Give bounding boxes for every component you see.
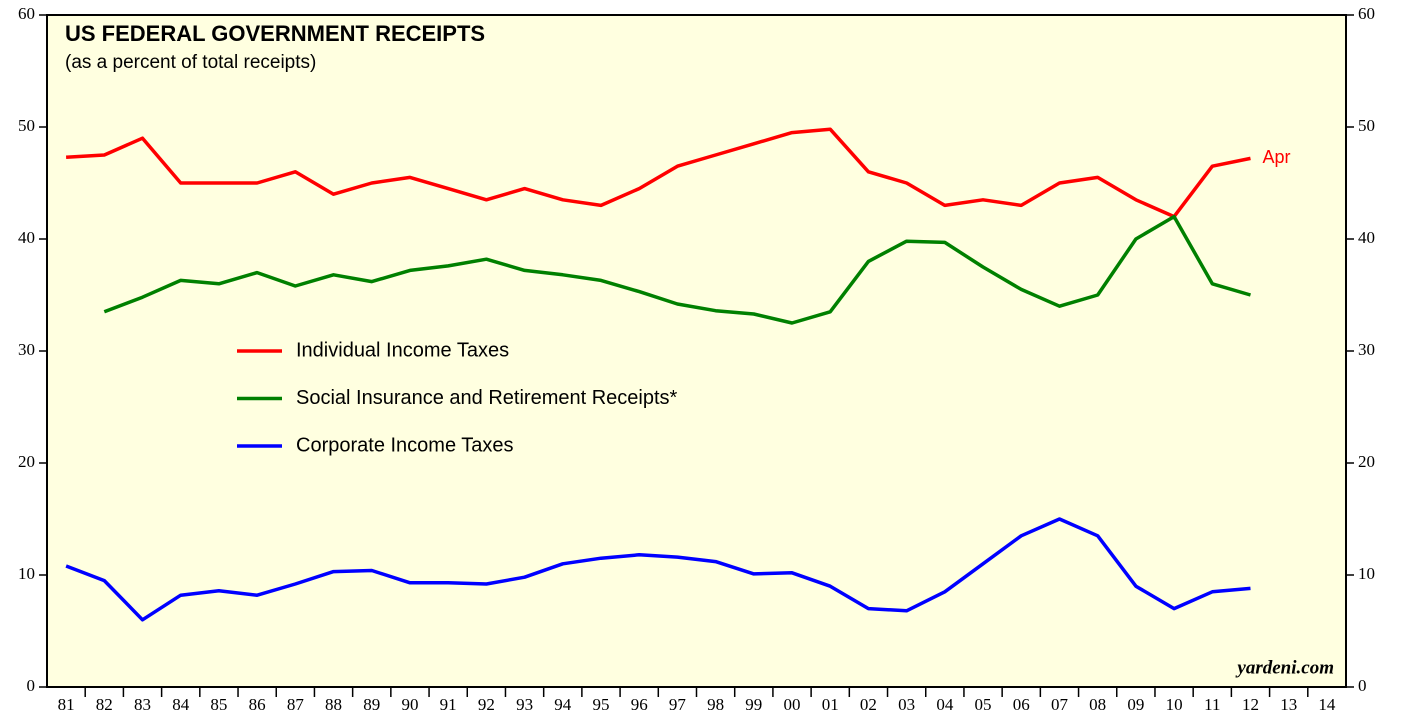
chart-subtitle: (as a percent of total receipts): [65, 52, 316, 73]
source: yardeni.com: [1235, 657, 1334, 678]
x-tick-label: 96: [631, 695, 648, 714]
x-tick-label: 84: [172, 695, 190, 714]
y2-tick-label: 10: [1358, 564, 1375, 583]
series-line: [65, 517, 1251, 622]
y-tick-label: 30: [18, 340, 35, 359]
y2-tick-label: 20: [1358, 452, 1375, 471]
x-tick-label: 05: [975, 695, 992, 714]
y-tick-label: 10: [18, 564, 35, 583]
series-line: [65, 127, 1251, 219]
y2-tick-label: 60: [1358, 4, 1375, 23]
x-tick-label: 14: [1318, 695, 1336, 714]
x-tick-label: 07: [1051, 695, 1069, 714]
y-tick-label: 60: [18, 4, 35, 23]
series-line: [103, 214, 1251, 325]
x-tick-label: 81: [58, 695, 75, 714]
x-tick-label: 12: [1242, 695, 1259, 714]
x-tick-label: 86: [249, 695, 266, 714]
x-tick-label: 08: [1089, 695, 1106, 714]
legend-label: Social Insurance and Retirement Receipts…: [296, 387, 678, 409]
x-tick-label: 94: [554, 695, 572, 714]
x-tick-label: 87: [287, 695, 305, 714]
y2-tick-label: 0: [1358, 676, 1367, 695]
y-tick-label: 50: [18, 116, 35, 135]
x-tick-label: 89: [363, 695, 380, 714]
x-tick-label: 04: [936, 695, 954, 714]
x-tick-label: 97: [669, 695, 687, 714]
x-tick-label: 11: [1204, 695, 1220, 714]
x-tick-label: 00: [784, 695, 801, 714]
x-tick-label: 88: [325, 695, 342, 714]
legend-label: Individual Income Taxes: [296, 339, 509, 361]
x-tick-label: 02: [860, 695, 877, 714]
y2-tick-label: 50: [1358, 116, 1375, 135]
y2-tick-label: 40: [1358, 228, 1375, 247]
x-tick-label: 06: [1013, 695, 1030, 714]
x-tick-label: 91: [440, 695, 457, 714]
x-tick-label: 13: [1280, 695, 1297, 714]
y-tick-label: 20: [18, 452, 35, 471]
y-tick-label: 0: [27, 676, 36, 695]
x-tick-label: 95: [592, 695, 609, 714]
x-tick-label: 01: [822, 695, 839, 714]
x-tick-label: 93: [516, 695, 533, 714]
y-tick-label: 40: [18, 228, 35, 247]
y2-tick-label: 30: [1358, 340, 1375, 359]
chart-title: US FEDERAL GOVERNMENT RECEIPTS: [65, 21, 485, 46]
x-tick-label: 03: [898, 695, 915, 714]
x-tick-label: 85: [210, 695, 227, 714]
x-tick-label: 09: [1127, 695, 1144, 714]
x-tick-label: 82: [96, 695, 113, 714]
x-tick-label: 90: [401, 695, 418, 714]
annotation: Apr: [1262, 147, 1290, 167]
x-tick-label: 98: [707, 695, 724, 714]
x-tick-label: 83: [134, 695, 151, 714]
x-tick-label: 99: [745, 695, 762, 714]
x-tick-label: 10: [1166, 695, 1183, 714]
x-tick-label: 92: [478, 695, 495, 714]
legend-label: Corporate Income Taxes: [296, 434, 514, 456]
